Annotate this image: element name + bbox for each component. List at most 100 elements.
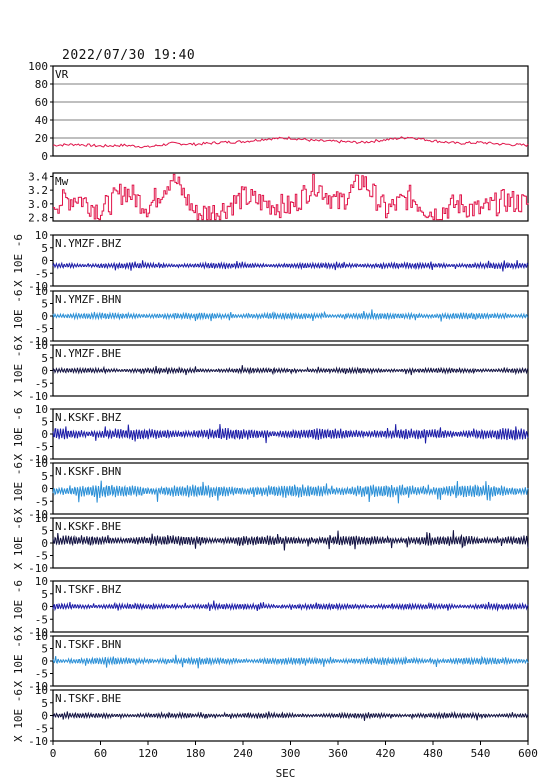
y-tick-label-n-kskf-bhe: 10 — [35, 512, 48, 525]
y-tick-label-n-ymzf-bhe: 5 — [41, 352, 48, 365]
panel-label-n-tskf-bhz: N.TSKF.BHZ — [55, 583, 122, 596]
y-tick-label-n-ymzf-bhe: -10 — [28, 390, 48, 403]
y-tick-label-n-tskf-bhe: 10 — [35, 684, 48, 697]
x-tick-label: 420 — [376, 747, 396, 760]
y-tick-label-n-kskf-bhe: 5 — [41, 525, 48, 538]
y-tick-label-n-tskf-bhe: 0 — [41, 710, 48, 723]
y-tick-label-n-ymzf-bhn: -5 — [35, 323, 48, 336]
y-tick-label-vr: 0 — [41, 150, 48, 163]
y-tick-label-vr: 100 — [28, 60, 48, 73]
y-tick-label-n-kskf-bhn: -10 — [28, 508, 48, 521]
y-tick-label-n-ymzf-bhz: 5 — [41, 242, 48, 255]
y-tick-label-n-tskf-bhz: 5 — [41, 588, 48, 601]
y-tick-label-n-ymzf-bhn: 5 — [41, 298, 48, 311]
series-line-mw — [53, 173, 529, 221]
y-tick-label-n-kskf-bhz: 10 — [35, 403, 48, 416]
y-tick-label-n-kskf-bhz: 5 — [41, 416, 48, 429]
series-line-n-tskf-bhe — [52, 710, 529, 721]
y-tick-label-n-ymzf-bhn: 0 — [41, 310, 48, 323]
y-tick-label-mw: 3.4 — [28, 170, 48, 183]
x-tick-label: 180 — [186, 747, 206, 760]
y-tick-label-n-ymzf-bhz: 0 — [41, 255, 48, 268]
y-tick-label-n-tskf-bhn: -5 — [35, 668, 48, 681]
y-tick-label-n-kskf-bhz: -5 — [35, 441, 48, 454]
series-line-n-ymzf-bhn — [52, 309, 529, 322]
panel-label-vr: VR — [55, 68, 69, 81]
y-tick-label-n-tskf-bhn: 0 — [41, 655, 48, 668]
y-tick-label-n-tskf-bhe: -10 — [28, 735, 48, 748]
y-tick-label-vr: 40 — [35, 114, 48, 127]
panel-label-mw: Mw — [55, 175, 69, 188]
y-tick-label-n-ymzf-bhz: 10 — [35, 229, 48, 242]
panel-label-n-kskf-bhz: N.KSKF.BHZ — [55, 411, 122, 424]
y-tick-label-vr: 60 — [35, 96, 48, 109]
y-tick-label-vr: 20 — [35, 132, 48, 145]
y-tick-label-n-tskf-bhz: -10 — [28, 626, 48, 639]
panel-frame-vr — [52, 65, 529, 157]
x-tick-label: 240 — [233, 747, 253, 760]
series-line-n-kskf-bhz — [52, 424, 529, 444]
x-tick-label: 120 — [138, 747, 158, 760]
y-axis-label-n-ymzf-bhe: X 10E -6 — [12, 344, 25, 397]
x-tick-label: 300 — [281, 747, 301, 760]
y-axis-label-n-tskf-bhn: X 10E -6 — [12, 635, 25, 688]
y-tick-label-n-tskf-bhe: 5 — [41, 697, 48, 710]
panel-frame-mw — [52, 172, 529, 222]
y-tick-label-n-tskf-bhe: -5 — [35, 722, 48, 735]
y-axis-label-n-ymzf-bhn: X 10E -6 — [12, 290, 25, 343]
y-tick-label-n-kskf-bhz: -10 — [28, 453, 48, 466]
y-axis-label-n-ymzf-bhz: X 10E -6 — [12, 234, 25, 287]
chart-title: 2022/07/30 19:40 — [62, 48, 196, 63]
y-axis-label-n-tskf-bhz: X 10E -6 — [12, 580, 25, 633]
y-tick-label-n-tskf-bhz: 0 — [41, 601, 48, 614]
y-tick-label-mw: 3.0 — [28, 198, 48, 211]
y-tick-label-n-kskf-bhn: -5 — [35, 495, 48, 508]
x-tick-label: 60 — [94, 747, 107, 760]
y-tick-label-n-ymzf-bhn: 10 — [35, 285, 48, 298]
y-tick-label-n-tskf-bhn: -10 — [28, 680, 48, 693]
series-line-n-kskf-bhn — [52, 480, 529, 504]
y-tick-label-n-tskf-bhn: 10 — [35, 630, 48, 643]
x-tick-label: 0 — [50, 747, 57, 760]
y-tick-label-mw: 3.2 — [28, 184, 48, 197]
y-tick-label-n-kskf-bhn: 10 — [35, 457, 48, 470]
panel-label-n-tskf-bhe: N.TSKF.BHE — [55, 692, 121, 705]
series-line-vr — [52, 136, 529, 149]
y-axis-label-n-kskf-bhe: X 10E -6 — [12, 517, 25, 570]
panel-label-n-ymzf-bhe: N.YMZF.BHE — [55, 347, 121, 360]
series-line-n-tskf-bhz — [52, 600, 529, 612]
panel-frame-n-ymzf-bhz — [52, 234, 529, 287]
x-tick-label: 600 — [518, 747, 538, 760]
x-axis-label: SEC — [276, 767, 296, 780]
y-tick-label-vr: 80 — [35, 78, 48, 91]
panel-label-n-tskf-bhn: N.TSKF.BHN — [55, 638, 121, 651]
y-tick-label-n-kskf-bhe: -5 — [35, 550, 48, 563]
y-tick-label-n-ymzf-bhz: -10 — [28, 280, 48, 293]
x-tick-label: 480 — [423, 747, 443, 760]
x-tick-label: 360 — [328, 747, 348, 760]
y-tick-label-mw: 2.8 — [28, 212, 48, 225]
y-tick-label-n-kskf-bhn: 5 — [41, 470, 48, 483]
series-line-n-tskf-bhn — [52, 654, 529, 669]
y-tick-label-n-tskf-bhz: -5 — [35, 613, 48, 626]
y-tick-label-n-ymzf-bhe: -5 — [35, 377, 48, 390]
y-tick-label-n-tskf-bhz: 10 — [35, 575, 48, 588]
y-axis-label-n-tskf-bhe: X 10E -6 — [12, 689, 25, 742]
y-axis-label-n-kskf-bhn: X 10E -6 — [12, 462, 25, 515]
panel-label-n-ymzf-bhn: N.YMZF.BHN — [55, 293, 121, 306]
series-line-n-ymzf-bhe — [52, 365, 529, 376]
y-tick-label-n-ymzf-bhz: -5 — [35, 267, 48, 280]
series-line-n-kskf-bhe — [52, 530, 529, 551]
y-tick-label-n-ymzf-bhe: 0 — [41, 365, 48, 378]
x-tick-label: 540 — [471, 747, 491, 760]
y-tick-label-n-kskf-bhe: 0 — [41, 537, 48, 550]
y-tick-label-n-kskf-bhn: 0 — [41, 483, 48, 496]
y-tick-label-n-kskf-bhe: -10 — [28, 562, 48, 575]
y-axis-label-n-kskf-bhz: X 10E -6 — [12, 408, 25, 461]
y-tick-label-n-ymzf-bhn: -10 — [28, 335, 48, 348]
series-line-n-ymzf-bhz — [52, 260, 529, 272]
y-tick-label-n-ymzf-bhe: 10 — [35, 339, 48, 352]
y-tick-label-n-tskf-bhn: 5 — [41, 643, 48, 656]
panel-label-n-kskf-bhn: N.KSKF.BHN — [55, 465, 121, 478]
